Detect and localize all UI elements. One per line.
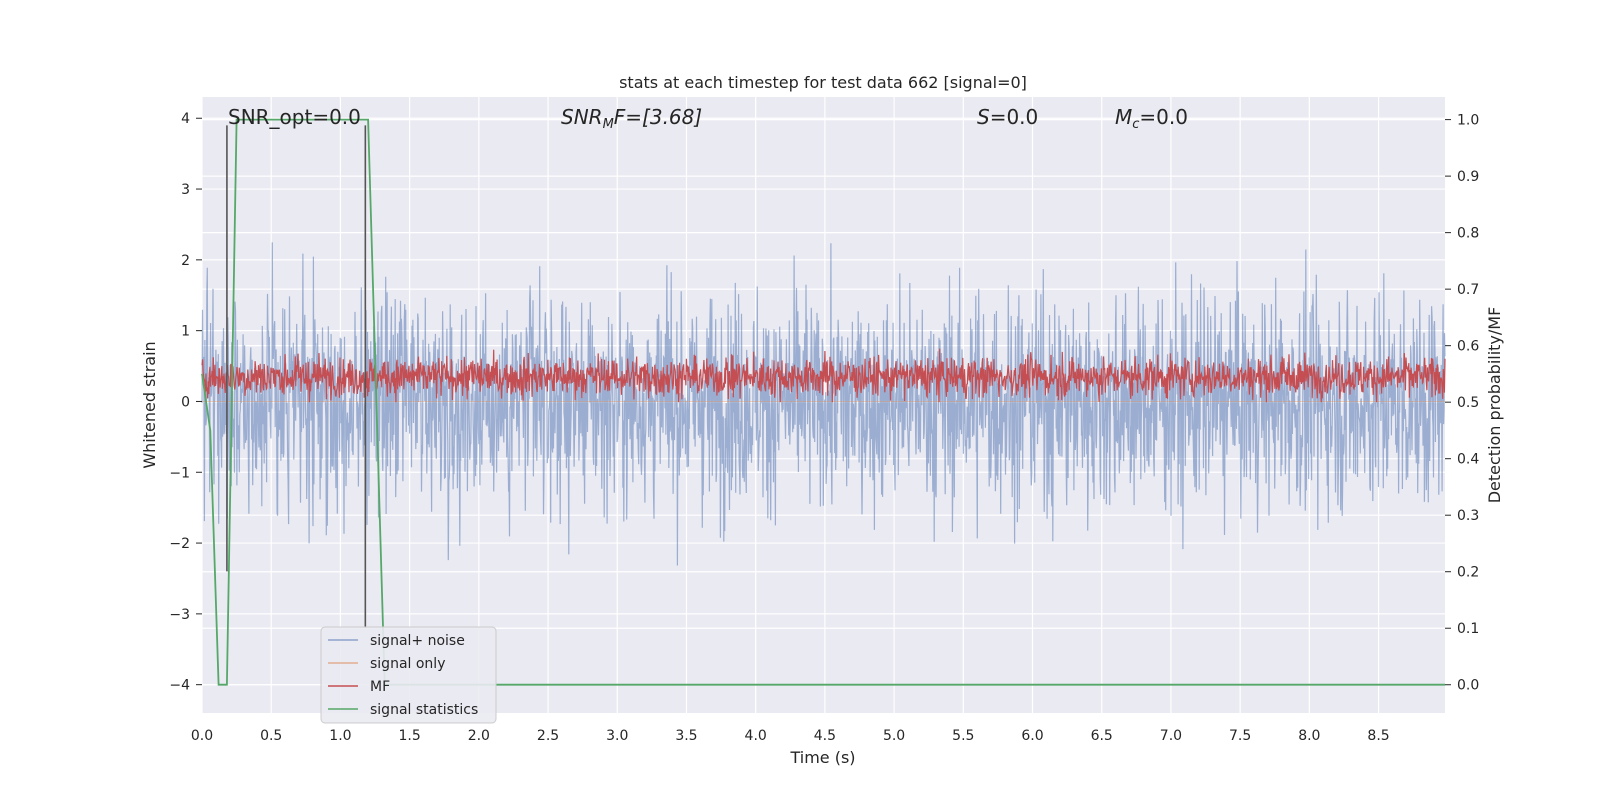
x-tick-label: 0.5 bbox=[260, 728, 282, 744]
left-y-tick-label: −4 bbox=[169, 678, 190, 694]
right-y-tick-label: 1.0 bbox=[1457, 113, 1479, 129]
right-y-tick-label: 0.8 bbox=[1457, 226, 1479, 242]
legend-label-signal-noise: signal+ noise bbox=[370, 633, 465, 649]
right-y-axis-ticks: 0.0 0.1 0.2 0.3 0.4 0.5 0.6 0.7 0.8 0.9 1.0 bbox=[1445, 113, 1479, 694]
left-y-tick-label: 3 bbox=[181, 182, 190, 198]
legend-label-mf: MF bbox=[370, 679, 390, 695]
x-tick-label: 1.5 bbox=[398, 728, 420, 744]
x-axis-ticks: 0.0 0.5 1.0 1.5 2.0 2.5 3.0 3.5 4.0 4.5 5.0 5.5 6.0 6… bbox=[191, 728, 1390, 744]
signal-statistics-line bbox=[201, 118, 1445, 686]
right-y-tick-label: 0.3 bbox=[1457, 508, 1479, 524]
x-tick-label: 4.5 bbox=[814, 728, 836, 744]
x-tick-label: 6.5 bbox=[1091, 728, 1113, 744]
annotation-snr-mf-sub: M bbox=[603, 117, 614, 132]
annotation-snr-mf-prefix: SNR bbox=[561, 105, 603, 129]
x-tick-label: 0.0 bbox=[191, 728, 213, 744]
x-tick-label: 4.0 bbox=[745, 728, 767, 744]
annotation-snr-mf-suffix: F=[3.68] bbox=[614, 105, 702, 129]
right-y-tick-label: 0.1 bbox=[1457, 621, 1479, 637]
vertical-markers bbox=[226, 125, 367, 629]
x-tick-label: 2.5 bbox=[537, 728, 559, 744]
annotation-mc-sub: c bbox=[1132, 117, 1139, 132]
annotation-mc: Mc=0.0 bbox=[1115, 105, 1188, 132]
x-tick-label: 8.0 bbox=[1298, 728, 1320, 744]
right-y-tick-label: 0.9 bbox=[1457, 169, 1479, 185]
annotation-snr-opt: SNR_opt=0.0 bbox=[228, 105, 361, 129]
x-tick-label: 5.5 bbox=[952, 728, 974, 744]
annotation-mc-suffix: =0.0 bbox=[1139, 105, 1188, 129]
legend: signal+ noise signal only MF signal stat… bbox=[320, 626, 497, 724]
x-tick-label: 7.0 bbox=[1160, 728, 1182, 744]
annotation-s-prefix: S bbox=[977, 105, 990, 129]
left-y-tick-label: 0 bbox=[181, 394, 190, 410]
x-axis-label: Time (s) bbox=[789, 748, 855, 767]
annotation-mc-prefix: M bbox=[1115, 105, 1132, 129]
legend-box bbox=[320, 626, 497, 724]
x-tick-label: 2.0 bbox=[468, 728, 490, 744]
x-tick-label: 5.0 bbox=[883, 728, 905, 744]
left-y-tick-label: 2 bbox=[181, 253, 190, 269]
signal-statistics-series bbox=[201, 118, 1445, 686]
x-tick-label: 7.5 bbox=[1229, 728, 1251, 744]
legend-label-signal-statistics: signal statistics bbox=[370, 702, 478, 718]
right-y-axis-label: Detection probability/MF bbox=[1485, 307, 1504, 504]
left-y-tick-label: −3 bbox=[169, 607, 190, 623]
right-y-tick-label: 0.4 bbox=[1457, 452, 1479, 468]
right-y-tick-label: 0.2 bbox=[1457, 565, 1479, 581]
left-y-tick-label: −1 bbox=[169, 465, 190, 481]
left-y-tick-label: 1 bbox=[181, 324, 190, 340]
x-tick-label: 1.0 bbox=[329, 728, 351, 744]
left-y-axis-ticks: −4 −3 −2 −1 0 1 2 3 4 bbox=[169, 111, 202, 694]
x-tick-label: 3.5 bbox=[675, 728, 697, 744]
x-tick-label: 6.0 bbox=[1021, 728, 1043, 744]
mf-line bbox=[201, 348, 1446, 403]
right-y-tick-label: 0.0 bbox=[1457, 678, 1479, 694]
right-y-tick-label: 0.6 bbox=[1457, 339, 1479, 355]
left-y-tick-label: 4 bbox=[181, 111, 190, 127]
annotation-snr-mf: SNRMF=[3.68] bbox=[561, 105, 702, 132]
chart-title: stats at each timestep for test data 662… bbox=[619, 73, 1027, 92]
left-y-tick-label: −2 bbox=[169, 536, 190, 552]
mf-series bbox=[201, 348, 1446, 403]
annotation-s: S=0.0 bbox=[977, 105, 1038, 129]
left-y-axis-label: Whitened strain bbox=[140, 341, 159, 468]
x-tick-label: 8.5 bbox=[1367, 728, 1389, 744]
right-y-tick-label: 0.7 bbox=[1457, 282, 1479, 298]
legend-label-signal-only: signal only bbox=[370, 656, 445, 672]
x-tick-label: 3.0 bbox=[606, 728, 628, 744]
right-y-tick-label: 0.5 bbox=[1457, 395, 1479, 411]
annotation-s-suffix: =0.0 bbox=[990, 105, 1039, 129]
